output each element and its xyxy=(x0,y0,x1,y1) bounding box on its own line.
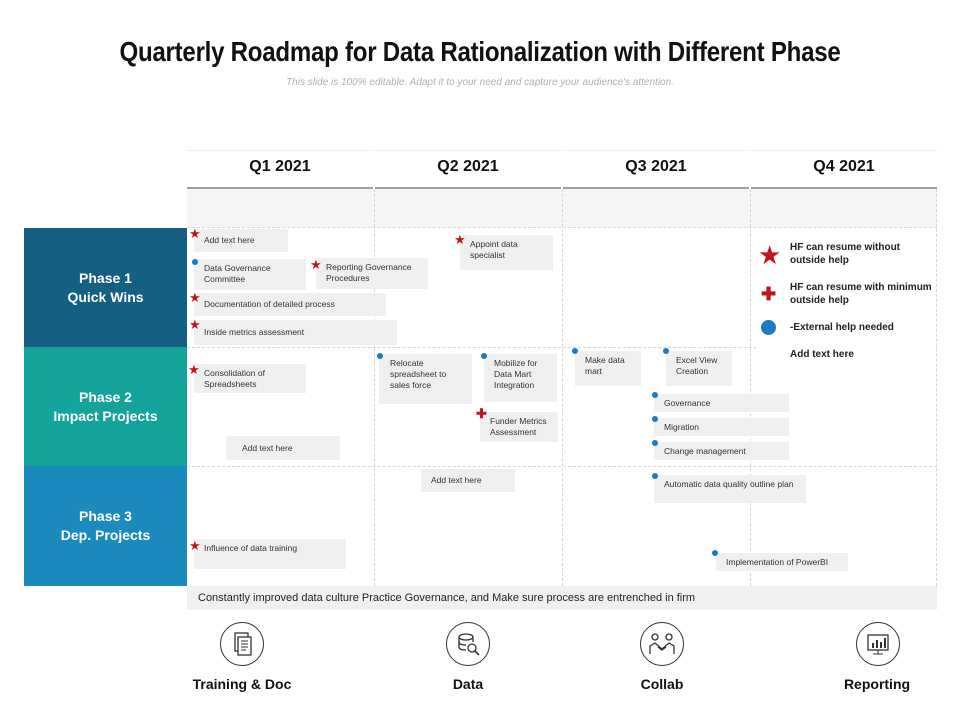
legend-add-text: Add text here xyxy=(790,349,854,360)
dot-icon xyxy=(192,259,198,265)
grid-divider xyxy=(187,347,937,348)
quarter-header-q3: Q3 2021 xyxy=(563,150,749,189)
dot-icon xyxy=(663,348,669,354)
quarter-header-q4: Q4 2021 xyxy=(751,150,937,189)
legend-star-text: HF can resume without outside help xyxy=(790,242,901,266)
task-box: Reporting Governance Procedures xyxy=(316,258,428,289)
task-box: Migration xyxy=(654,418,789,436)
dot-icon xyxy=(652,473,658,479)
grid-divider xyxy=(936,189,937,586)
task-box: Add text here xyxy=(226,436,340,460)
legend-cross-text: HF can resume with minimum outside help xyxy=(790,282,932,306)
task-box: Add text here xyxy=(421,469,515,492)
quarter-header-q2: Q2 2021 xyxy=(375,150,561,189)
legend-panel: ★ HF can resume without outside help ✚ H… xyxy=(758,232,936,366)
grid-divider xyxy=(187,466,937,467)
task-box: Make data mart xyxy=(575,351,641,386)
grid-divider xyxy=(374,189,375,586)
page-title: Quarterly Roadmap for Data Rationalizati… xyxy=(119,36,841,67)
task-box: Mobilize for Data Mart Integration xyxy=(484,354,557,402)
phase-2-block: Phase 2 Impact Projects xyxy=(24,347,187,466)
task-box: Implementation of PowerBI xyxy=(716,553,848,571)
star-icon: ★ xyxy=(454,232,466,247)
star-icon: ★ xyxy=(189,317,201,332)
handshake-icon-circle xyxy=(640,622,684,666)
task-box: Add text here xyxy=(194,229,288,252)
database-icon xyxy=(446,622,490,666)
star-icon: ★ xyxy=(189,538,201,553)
phase-2-number: Phase 2 xyxy=(79,388,132,405)
page-subtitle: This slide is 100% editable. Adapt it to… xyxy=(286,77,674,88)
dot-icon xyxy=(377,353,383,359)
phase-1-block: Phase 1 Quick Wins xyxy=(24,228,187,347)
dot-icon xyxy=(652,440,658,446)
task-box: Documentation of detailed process xyxy=(194,293,386,316)
task-box: Appoint data specialist xyxy=(460,235,553,270)
icon-label-training: Training & Doc xyxy=(192,676,292,692)
star-icon: ★ xyxy=(189,290,201,305)
star-icon: ★ xyxy=(188,362,200,377)
report-icon xyxy=(856,622,900,666)
task-box: Change management xyxy=(654,442,789,460)
cross-icon: ✚ xyxy=(761,284,777,304)
star-icon: ★ xyxy=(758,240,782,270)
star-icon: ★ xyxy=(189,226,201,241)
document-icon xyxy=(220,622,264,666)
task-box: Influence of data training xyxy=(194,539,346,569)
quarter-header-q1: Q1 2021 xyxy=(187,150,373,189)
phase-1-number: Phase 1 xyxy=(79,269,132,286)
dot-icon xyxy=(572,348,578,354)
icon-label-data: Data xyxy=(452,676,484,692)
phase-3-number: Phase 3 xyxy=(79,508,132,524)
grid-divider xyxy=(187,227,937,228)
task-box: Inside metrics assessment xyxy=(194,320,397,345)
dot-icon xyxy=(761,320,776,335)
cross-icon: ✚ xyxy=(476,406,487,421)
grid-divider xyxy=(562,189,563,586)
icon-label-reporting: Reporting xyxy=(843,676,911,692)
footer-banner: Constantly improved data culture Practic… xyxy=(187,586,937,610)
legend-dot-text: -External help needed xyxy=(790,322,894,333)
phase-2-name: Impact Projects xyxy=(53,407,158,424)
icon-label-collab: Collab xyxy=(640,676,684,692)
database-icon-circle xyxy=(446,622,490,666)
phase-3-name: Dep. Projects xyxy=(60,527,151,543)
phase-3-block: Phase 3 Dep. Projects xyxy=(24,466,187,586)
task-box: Excel View Creation xyxy=(666,351,732,386)
task-box: Governance xyxy=(654,394,789,412)
star-icon: ★ xyxy=(310,257,322,272)
handshake-icon xyxy=(640,622,684,666)
phase-1-name: Quick Wins xyxy=(67,288,144,305)
document-icon-circle xyxy=(220,622,264,666)
dot-icon xyxy=(652,416,658,422)
grid-divider xyxy=(750,189,751,586)
report-icon-circle xyxy=(856,622,900,666)
task-box: Data Governance Committee xyxy=(194,259,306,290)
task-box: Relocate spreadsheet to sales force xyxy=(379,354,472,404)
dot-icon xyxy=(712,550,718,556)
task-box: Automatic data quality outline plan xyxy=(654,475,806,503)
dot-icon xyxy=(481,353,487,359)
task-box: Funder Metrics Assessment xyxy=(480,412,558,442)
task-box: Consolidation of Spreadsheets xyxy=(194,364,306,393)
dot-icon xyxy=(652,392,658,398)
